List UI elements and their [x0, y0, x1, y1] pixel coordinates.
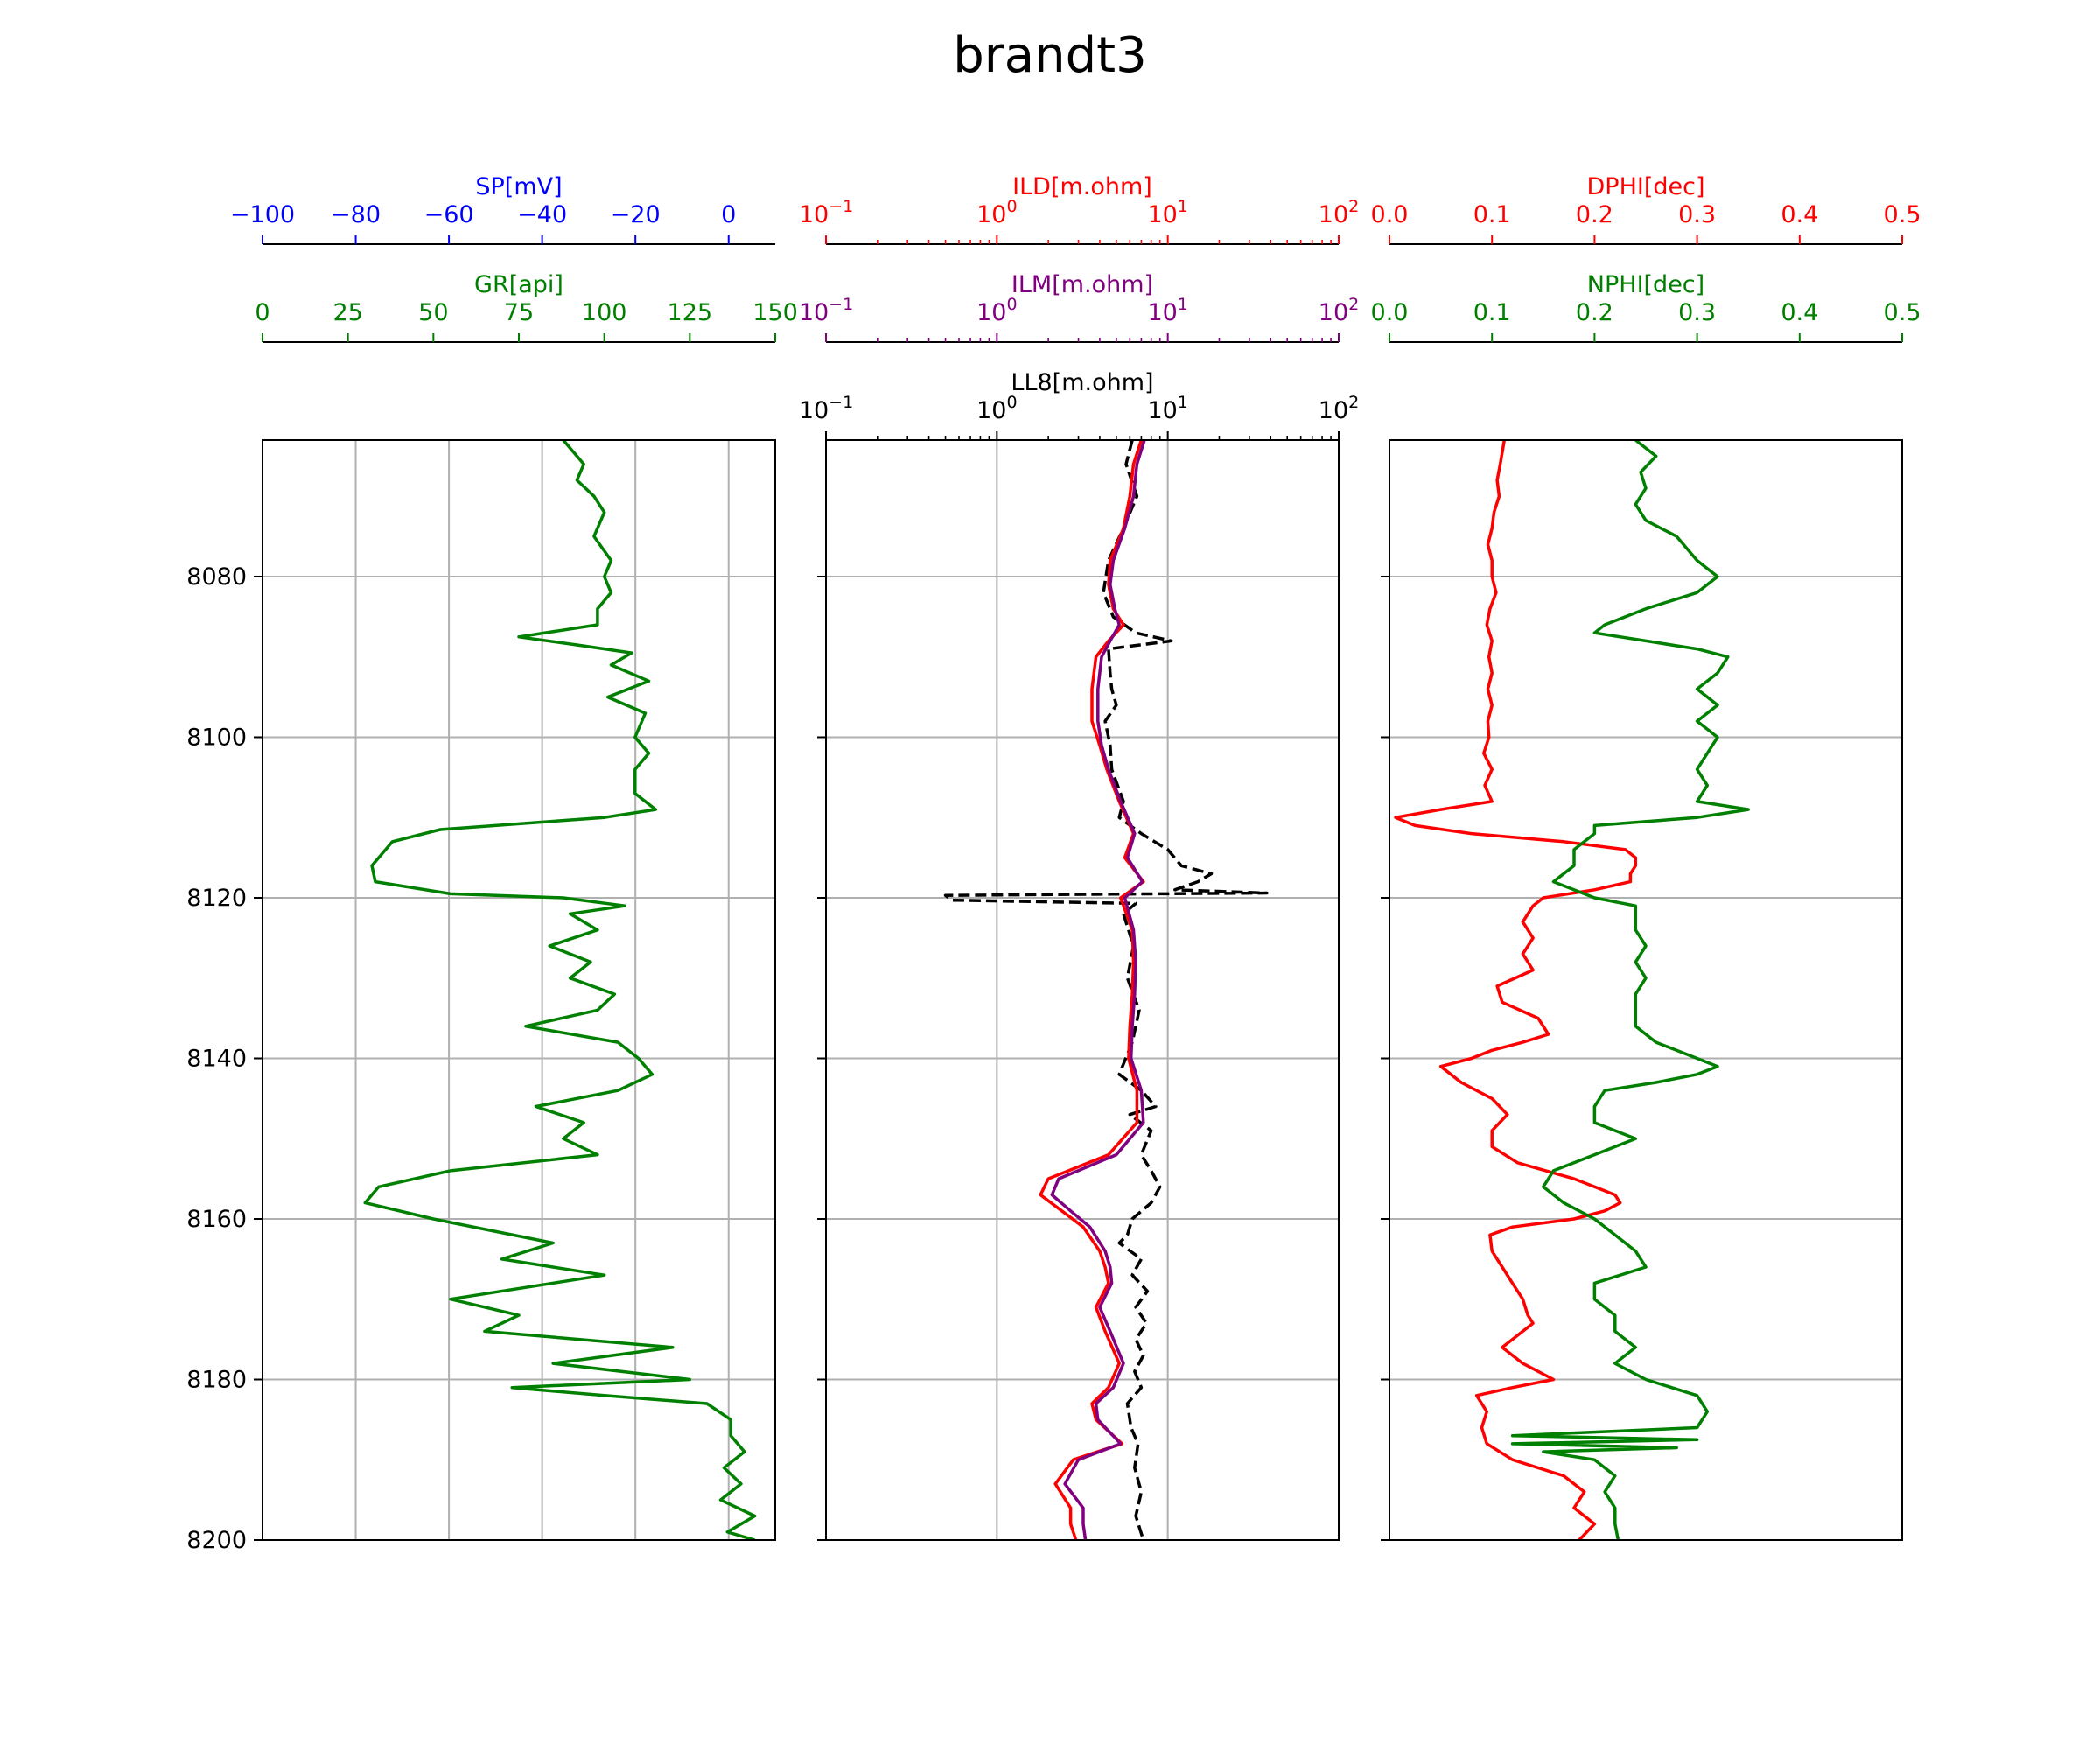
tick-label: 0 — [721, 201, 736, 228]
axis-label: DPHI[dec] — [1587, 173, 1705, 200]
tick-label: 0.5 — [1884, 201, 1922, 228]
tick-label: 25 — [332, 299, 362, 326]
tick-label: 0.3 — [1678, 201, 1716, 228]
tick-label: 0.1 — [1474, 201, 1511, 228]
axis-label: ILM[m.ohm] — [1012, 271, 1153, 298]
axis-label: ILD[m.ohm] — [1012, 173, 1152, 200]
figure-title: brandt3 — [953, 27, 1147, 84]
curve-ilm — [1050, 440, 1146, 1540]
tick-label: −20 — [611, 201, 661, 228]
track-frame — [825, 439, 1340, 1541]
track-frame — [262, 439, 776, 1541]
curve-dphi — [1394, 440, 1638, 1540]
tick-label: 50 — [418, 299, 448, 326]
depth-tick-label: 8200 — [186, 1527, 247, 1554]
tick-label: 10−1 — [799, 393, 853, 424]
scale-axis-sp: −100 −80 −60 −40 −20 0 SP[mV] — [230, 173, 775, 245]
curve-nphi — [1510, 440, 1750, 1540]
depth-tick-label: 8180 — [186, 1366, 247, 1393]
log-tracks: −100 −80 −60 −40 −20 0 SP[mV] 0 25 50 75 100 125 150 G… — [186, 173, 1921, 1554]
scale-axis-nphi: 0.0 0.1 0.2 0.3 0.4 0.5 NPHI[dec] — [1371, 271, 1922, 343]
tick-label: 0.0 — [1371, 201, 1409, 228]
tick-label: 0 — [255, 299, 270, 326]
tick-label: 0.4 — [1781, 201, 1818, 228]
tick-label: −40 — [517, 201, 567, 228]
tick-label: −100 — [230, 201, 295, 228]
tick-label: 10−1 — [799, 197, 853, 228]
curve-ll8 — [943, 440, 1269, 1540]
track-frame — [1389, 439, 1903, 1541]
axis-label: LL8[m.ohm] — [1011, 369, 1153, 396]
tick-label: −80 — [331, 201, 381, 228]
axis-label: NPHI[dec] — [1587, 271, 1704, 298]
tick-label: 100 — [582, 299, 627, 326]
tick-label: 0.4 — [1781, 299, 1818, 326]
tick-label: 75 — [504, 299, 534, 326]
tick-label: 0.2 — [1576, 201, 1614, 228]
tick-label: 0.2 — [1576, 299, 1614, 326]
axis-label: SP[mV] — [475, 173, 562, 200]
tick-label: 150 — [752, 299, 798, 326]
tick-label: 0.0 — [1371, 299, 1409, 326]
curve-gr — [363, 440, 757, 1540]
depth-tick-label: 8160 — [186, 1206, 247, 1233]
depth-tick-label: 8100 — [186, 724, 247, 751]
tick-label: 0.1 — [1474, 299, 1511, 326]
depth-tick-label: 8080 — [186, 564, 247, 591]
depth-tick-label: 8140 — [186, 1045, 247, 1072]
tick-label: 0.3 — [1678, 299, 1716, 326]
scale-axis-gr: 0 25 50 75 100 125 150 GR[api] — [255, 271, 798, 343]
depth-tick-label: 8120 — [186, 885, 247, 912]
tick-label: 125 — [668, 299, 713, 326]
tick-label: −60 — [424, 201, 474, 228]
track-1: −100 −80 −60 −40 −20 0 SP[mV] 0 25 50 75 100 125 150 G… — [186, 173, 797, 1554]
tick-label: 0.5 — [1884, 299, 1922, 326]
axis-label: GR[api] — [474, 271, 564, 298]
scale-axis-dphi: 0.0 0.1 0.2 0.3 0.4 0.5 DPHI[dec] — [1371, 173, 1922, 245]
tick-label: 102 — [1319, 295, 1359, 326]
